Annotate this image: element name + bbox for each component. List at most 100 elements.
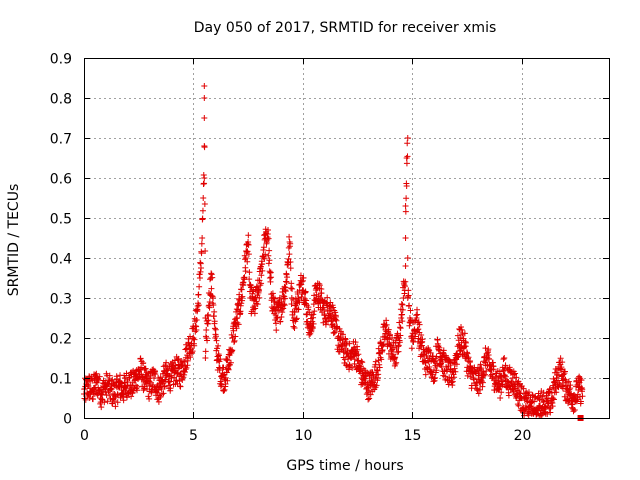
data-point	[275, 307, 282, 314]
data-point	[199, 235, 206, 241]
data-point	[96, 373, 103, 380]
data-point	[158, 385, 165, 392]
data-point	[464, 372, 471, 379]
data-point	[165, 379, 172, 386]
data-point	[282, 288, 289, 295]
data-point	[433, 353, 440, 360]
data-point	[422, 359, 429, 366]
data-point	[464, 350, 471, 357]
data-point	[200, 172, 207, 179]
y-tick-label: 0.7	[50, 132, 72, 148]
data-point	[192, 323, 199, 329]
data-point	[152, 371, 159, 378]
data-point	[201, 95, 208, 101]
data-point	[385, 326, 392, 333]
data-point	[303, 311, 310, 318]
data-point	[431, 377, 438, 384]
data-point	[458, 323, 465, 330]
data-point	[278, 314, 285, 321]
x-tick-label: 0	[80, 428, 89, 444]
data-point	[501, 355, 508, 362]
data-point	[224, 355, 231, 362]
data-point	[187, 354, 194, 361]
data-point	[201, 200, 208, 207]
data-point	[374, 367, 381, 374]
data-point	[290, 323, 297, 330]
data-point	[567, 382, 574, 389]
data-point	[114, 391, 121, 398]
data-point	[359, 359, 366, 366]
data-point	[120, 397, 127, 404]
data-point	[258, 280, 265, 287]
data-point	[196, 283, 203, 290]
data-point	[407, 307, 414, 314]
data-point	[259, 260, 266, 267]
data-point	[208, 285, 215, 292]
data-point	[213, 333, 220, 340]
data-point	[229, 347, 236, 354]
data-point	[196, 275, 203, 281]
data-point	[195, 302, 202, 309]
data-point	[276, 294, 283, 301]
data-point	[412, 330, 419, 337]
data-point	[126, 374, 133, 381]
data-point	[236, 291, 243, 298]
data-point	[578, 377, 585, 384]
data-point	[218, 381, 225, 388]
data-point	[546, 405, 553, 412]
data-point	[394, 349, 401, 356]
data-point	[473, 386, 480, 393]
data-point	[214, 345, 221, 352]
data-point	[227, 359, 234, 366]
data-point	[318, 290, 325, 297]
data-point	[545, 389, 552, 396]
data-point	[124, 379, 131, 385]
data-point	[242, 268, 249, 275]
data-point	[405, 293, 412, 300]
data-point	[549, 403, 556, 410]
data-point	[449, 378, 456, 385]
data-point	[231, 338, 238, 345]
data-point	[404, 153, 411, 160]
data-point	[416, 321, 423, 328]
data-point	[210, 301, 217, 308]
data-point	[198, 240, 205, 247]
data-point	[475, 390, 482, 397]
y-tick-label: 0	[63, 412, 72, 428]
data-point	[204, 337, 211, 344]
data-point	[479, 383, 486, 390]
data-point	[138, 364, 145, 371]
data-point	[300, 277, 307, 284]
data-point	[244, 258, 251, 265]
data-point	[211, 308, 218, 315]
data-point	[204, 320, 211, 327]
data-point	[440, 347, 447, 354]
data-point	[457, 335, 464, 341]
data-point	[302, 295, 309, 302]
data-point	[286, 251, 293, 258]
data-point	[140, 360, 147, 367]
data-point	[397, 325, 404, 332]
data-point	[205, 317, 212, 324]
data-point	[298, 281, 305, 288]
data-point	[453, 361, 460, 368]
data-point	[107, 387, 114, 393]
data-point	[101, 399, 108, 406]
data-point	[217, 356, 224, 363]
data-point	[332, 309, 339, 316]
data-point	[280, 301, 287, 308]
data-point	[305, 304, 312, 311]
data-point	[355, 357, 362, 364]
y-tick-label: 0.6	[50, 172, 72, 188]
data-point	[224, 377, 231, 384]
data-point	[287, 240, 294, 247]
data-point	[177, 383, 184, 390]
data-point	[497, 394, 504, 401]
data-point	[346, 340, 353, 347]
data-point	[333, 317, 340, 324]
data-point	[293, 316, 300, 323]
data-point	[242, 255, 249, 261]
data-point	[326, 314, 333, 321]
data-point	[199, 207, 206, 214]
data-point	[393, 359, 400, 366]
